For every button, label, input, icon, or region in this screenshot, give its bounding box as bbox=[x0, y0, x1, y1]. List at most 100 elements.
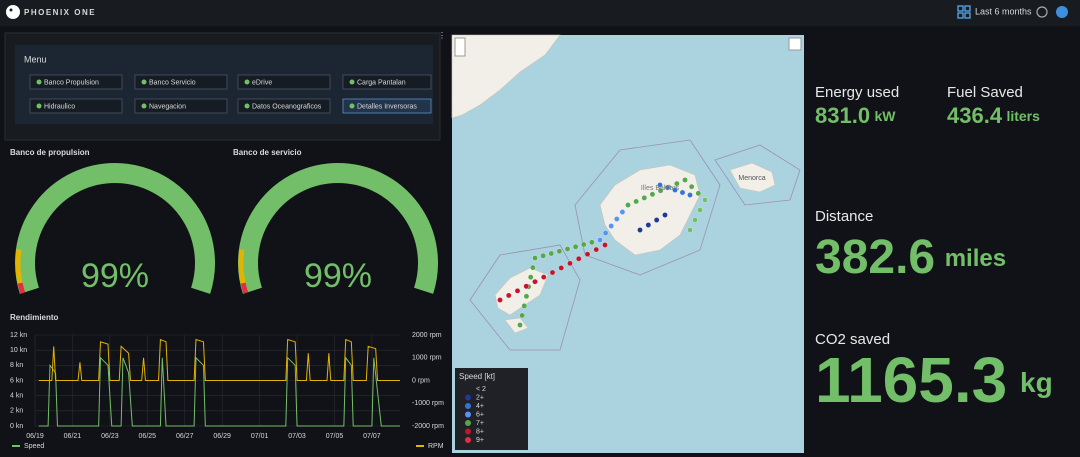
route-dot bbox=[657, 182, 663, 188]
menu-label[interactable]: Detalles Inversoras bbox=[357, 103, 417, 110]
route-dot bbox=[614, 216, 620, 222]
value: 1165.3 bbox=[815, 344, 1007, 416]
y2-tick-label: -2000 rpm bbox=[412, 423, 444, 430]
route-dot bbox=[521, 303, 528, 309]
route-dot bbox=[597, 237, 603, 243]
legend-label: 7+ bbox=[476, 420, 484, 427]
menu-button[interactable] bbox=[342, 74, 432, 90]
legend-dot bbox=[465, 420, 471, 426]
route-dot bbox=[633, 198, 639, 205]
menu-title: Menu bbox=[24, 54, 47, 64]
legend-dot bbox=[465, 428, 471, 435]
route-dot bbox=[687, 192, 693, 198]
route-dot bbox=[649, 191, 656, 198]
logo-dot bbox=[9, 8, 13, 12]
route-dot bbox=[602, 230, 609, 236]
y-tick-label: 0 kn bbox=[10, 423, 23, 430]
menu-button[interactable] bbox=[237, 74, 331, 90]
menu-button[interactable] bbox=[29, 74, 123, 90]
route-dot bbox=[556, 248, 563, 254]
y-tick-label: 4 kn bbox=[10, 393, 23, 400]
route-dot bbox=[548, 250, 555, 257]
route-dot bbox=[497, 297, 503, 303]
menu-label[interactable]: Banco Servicio bbox=[149, 79, 196, 86]
grid-icon[interactable] bbox=[957, 5, 971, 19]
menu-button[interactable] bbox=[134, 98, 228, 114]
menu-button[interactable] bbox=[237, 98, 331, 114]
refresh-button[interactable] bbox=[1036, 6, 1048, 18]
unit: miles bbox=[945, 245, 1006, 272]
y2-tick-label: 0 rpm bbox=[412, 377, 430, 384]
menu-label[interactable]: Carga Pantalan bbox=[357, 79, 406, 86]
x-tick-label: 07/03 bbox=[288, 433, 306, 440]
menu-button[interactable] bbox=[29, 98, 123, 114]
status-dot bbox=[36, 79, 42, 85]
status-dot bbox=[36, 103, 42, 109]
route-dot bbox=[697, 207, 703, 213]
route-dot bbox=[514, 288, 521, 294]
unit: kg bbox=[1020, 367, 1053, 398]
menu-label[interactable]: Hidraulico bbox=[44, 103, 75, 110]
route-dot bbox=[688, 183, 695, 190]
route-dot bbox=[625, 202, 631, 208]
route-dot bbox=[530, 264, 536, 271]
x-tick-label: 06/21 bbox=[64, 433, 82, 440]
status-dot bbox=[244, 103, 250, 109]
menu-label[interactable]: eDrive bbox=[252, 79, 272, 86]
panel-options[interactable]: ⋮ bbox=[438, 31, 446, 40]
route-dot bbox=[572, 243, 579, 250]
route-dot bbox=[581, 241, 587, 248]
layers-button[interactable] bbox=[788, 37, 802, 51]
x-tick-label: 06/29 bbox=[213, 433, 231, 440]
legend-dot bbox=[465, 394, 471, 401]
stat-label: Fuel Saved bbox=[947, 84, 1023, 101]
y2-tick-label: 2000 rpm bbox=[412, 332, 442, 339]
route-dot bbox=[549, 269, 556, 276]
legend-label: Speed bbox=[24, 443, 44, 450]
menu-button[interactable] bbox=[342, 98, 432, 114]
route-dot bbox=[567, 260, 573, 267]
status-dot bbox=[349, 79, 355, 85]
legend-dot bbox=[465, 411, 471, 418]
gauge-value: 99% bbox=[81, 257, 149, 295]
route-dot bbox=[523, 293, 530, 300]
map-contours bbox=[469, 139, 801, 351]
chart-title: Rendimiento bbox=[10, 313, 59, 322]
menu-label[interactable]: Navegacion bbox=[149, 103, 186, 110]
stat-value: 1165.3 kg bbox=[815, 344, 1053, 416]
gauge-title: Banco de propulsion bbox=[10, 148, 90, 157]
x-tick-label: 06/19 bbox=[26, 433, 44, 440]
legend-label: 6+ bbox=[476, 411, 484, 418]
route-dot bbox=[641, 195, 648, 201]
gauge-arc bbox=[238, 163, 438, 294]
time-range[interactable]: Last 6 months bbox=[975, 6, 1032, 16]
route-dot bbox=[593, 246, 600, 253]
status-dot bbox=[141, 79, 147, 85]
menu-label[interactable]: Datos Oceanograficos bbox=[252, 103, 322, 110]
route bbox=[497, 177, 708, 328]
legend-dot bbox=[465, 437, 471, 443]
route-dot bbox=[602, 242, 608, 248]
series-line bbox=[38, 338, 400, 381]
y-tick-label: 6 kn bbox=[10, 377, 23, 384]
route-dot bbox=[637, 227, 643, 233]
route-dot bbox=[517, 322, 523, 328]
y-tick-label: 2 kn bbox=[10, 408, 23, 415]
zoom-control[interactable] bbox=[454, 37, 466, 57]
route-dot bbox=[653, 217, 660, 223]
stat-label: Energy used bbox=[815, 84, 899, 101]
stat-value: 436.4 liters bbox=[947, 103, 1040, 128]
route-dot bbox=[564, 246, 571, 252]
gauge-warn bbox=[238, 249, 246, 284]
legend-label: 4+ bbox=[476, 403, 484, 410]
route-dot bbox=[645, 222, 652, 228]
user-avatar[interactable] bbox=[1056, 6, 1068, 18]
route-dot bbox=[576, 255, 582, 262]
menu-button[interactable] bbox=[134, 74, 228, 90]
gauge-arc bbox=[15, 163, 215, 294]
stat-value: 382.6 miles bbox=[815, 231, 1006, 284]
menu-label[interactable]: Banco Propulsion bbox=[44, 79, 99, 86]
logo[interactable] bbox=[6, 5, 20, 19]
route-dot bbox=[679, 189, 686, 196]
route-dot bbox=[540, 252, 546, 259]
